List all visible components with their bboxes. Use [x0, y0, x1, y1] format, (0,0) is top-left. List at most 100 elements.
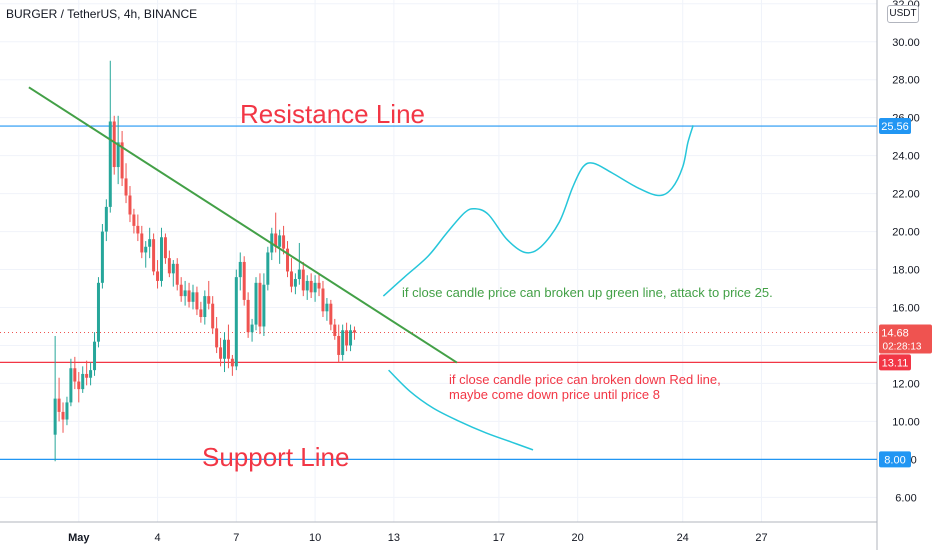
- candle-body: [65, 402, 69, 420]
- price-badge-support: [879, 451, 911, 468]
- candle-body: [85, 373, 89, 378]
- candle-body: [100, 231, 104, 283]
- candle-body: [93, 341, 97, 371]
- projection-up-curve: [382, 125, 694, 297]
- candle-body: [203, 296, 207, 317]
- x-tick-label: 17: [493, 532, 505, 544]
- candle-body: [297, 269, 301, 280]
- candle-body: [81, 373, 85, 390]
- green-trendline: [28, 86, 458, 364]
- y-tick-label: 28.00: [892, 75, 920, 87]
- candle-body: [167, 258, 171, 274]
- price-badge-label: 25.56: [881, 121, 909, 133]
- price-badge-label: 13.11: [882, 357, 909, 369]
- price-badge-label: 8.00: [884, 454, 905, 466]
- candle-countdown: 02:28:13: [883, 342, 922, 353]
- candle-body: [352, 330, 356, 333]
- candle-body: [73, 368, 77, 382]
- price-badge-support: [879, 354, 911, 371]
- candle-body: [278, 235, 282, 247]
- candle-body: [325, 303, 329, 312]
- resistance-label: Resistance Line: [240, 99, 425, 129]
- candle-body: [132, 214, 136, 226]
- candle-body: [211, 303, 215, 329]
- candle-body: [329, 303, 333, 325]
- x-tick-label: 4: [154, 532, 160, 544]
- y-tick-label: 20.00: [892, 227, 920, 239]
- candle-body: [163, 237, 167, 259]
- note-breakout-down-1: if close candle price can broken down Re…: [449, 372, 721, 387]
- support-label: Support Line: [202, 442, 349, 472]
- candle-body: [124, 178, 128, 196]
- candle-body: [128, 195, 132, 215]
- y-tick-label: 10.00: [892, 416, 920, 428]
- x-tick-label: 10: [309, 532, 321, 544]
- current-price-value: 14.68: [881, 328, 909, 340]
- candle-body: [254, 282, 258, 325]
- candle-body: [309, 280, 313, 293]
- candle-body: [195, 292, 199, 310]
- candle-body: [140, 233, 144, 253]
- candle-body: [305, 280, 309, 291]
- candle-body: [156, 271, 160, 281]
- currency-button[interactable]: USDT: [887, 5, 919, 23]
- note-breakout-down-2: maybe come down price until price 8: [449, 387, 660, 402]
- candle-body: [230, 358, 234, 367]
- candle-body: [223, 339, 227, 359]
- x-tick-label: May: [68, 532, 90, 544]
- candle-body: [191, 292, 195, 302]
- x-tick-label: 7: [233, 532, 239, 544]
- candle-body: [345, 330, 349, 346]
- candle-body: [171, 263, 175, 274]
- candle-body: [262, 284, 266, 327]
- candle-body: [175, 263, 179, 285]
- candle-body: [57, 398, 61, 412]
- candle-body: [234, 277, 238, 367]
- candle-body: [199, 309, 203, 317]
- candle-body: [152, 239, 156, 272]
- candle-body: [289, 271, 293, 287]
- candle-body: [301, 269, 305, 291]
- candle-body: [104, 206, 108, 232]
- candle-body: [274, 233, 278, 247]
- y-tick-label: 30.00: [892, 37, 920, 49]
- x-tick-label: 24: [677, 532, 689, 544]
- candle-body: [258, 282, 262, 327]
- candle-body: [69, 368, 73, 403]
- y-tick-label: 24.00: [892, 151, 920, 163]
- y-tick-label: 12.00: [892, 378, 920, 390]
- y-tick-label: 6.00: [895, 492, 916, 504]
- chart-title: BURGER / TetherUS, 4h, BINANCE: [6, 7, 198, 21]
- candle-body: [207, 296, 211, 304]
- candle-body: [187, 290, 191, 302]
- candle-body: [333, 324, 337, 336]
- candle-body: [116, 142, 120, 168]
- candle-body: [148, 239, 152, 247]
- candle-body: [120, 142, 124, 179]
- projection-down-curve: [388, 369, 534, 451]
- candle-body: [112, 121, 116, 168]
- candle-body: [250, 324, 254, 333]
- y-tick-label: 16.00: [892, 303, 920, 315]
- candle-body: [242, 261, 246, 300]
- x-tick-label: 13: [388, 532, 400, 544]
- candle-body: [293, 279, 297, 287]
- candle-body: [341, 330, 345, 355]
- candle-body: [215, 328, 219, 348]
- x-tick-label: 27: [755, 532, 767, 544]
- y-tick-label: 22.00: [892, 189, 920, 201]
- candle-body: [89, 370, 93, 378]
- candle-body: [183, 290, 187, 297]
- current-price-badge: [879, 324, 932, 354]
- candle-body: [313, 282, 317, 293]
- candle-body: [226, 339, 230, 359]
- x-tick-label: 20: [572, 532, 584, 544]
- candle-body: [179, 284, 183, 297]
- candle-body: [136, 225, 140, 234]
- candle-body: [159, 237, 163, 281]
- candle-body: [266, 252, 270, 285]
- candle-body: [337, 335, 341, 355]
- candle-body: [286, 248, 290, 272]
